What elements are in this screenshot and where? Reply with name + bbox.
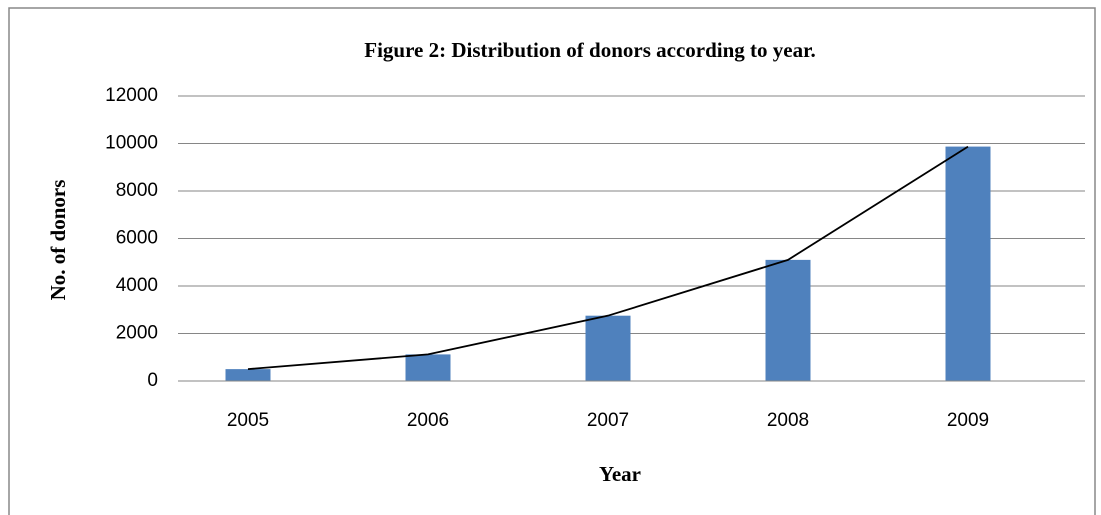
y-tick-label: 6000 — [116, 228, 158, 249]
y-tick-label: 10000 — [105, 133, 158, 154]
x-tick-label: 2008 — [767, 410, 809, 431]
bar — [225, 369, 271, 381]
y-tick-label: 8000 — [116, 180, 158, 201]
x-tick-label: 2006 — [407, 410, 449, 431]
x-axis-label: Year — [599, 462, 641, 486]
bar — [945, 146, 991, 381]
y-tick-label: 2000 — [116, 323, 158, 344]
bar — [405, 354, 451, 381]
x-tick-label: 2007 — [587, 410, 629, 431]
chart-title: Figure 2: Distribution of donors accordi… — [364, 38, 816, 62]
bar — [585, 315, 631, 381]
trend-line — [247, 145, 969, 371]
y-tick-label: 0 — [147, 370, 158, 391]
bar — [765, 259, 811, 381]
x-tick-label: 2009 — [947, 410, 989, 431]
x-tick-label: 2005 — [227, 410, 269, 431]
y-tick-label: 4000 — [116, 275, 158, 296]
chart-frame — [8, 7, 1096, 515]
y-axis-label: No. of donors — [46, 180, 70, 301]
y-tick-label: 12000 — [105, 85, 158, 106]
